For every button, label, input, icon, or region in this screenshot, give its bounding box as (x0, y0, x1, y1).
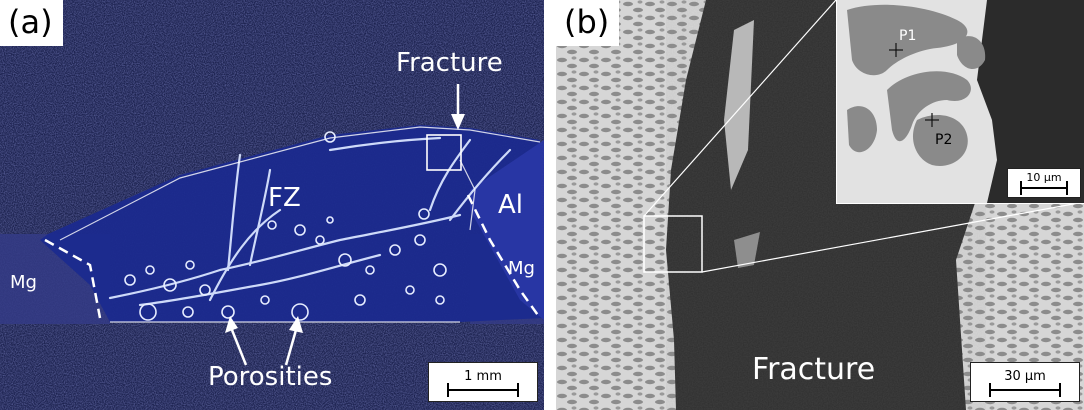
scale-bar-inset-line (1020, 181, 1068, 195)
p2-label: P2 (935, 132, 953, 148)
inset-zoom: P1 P2 10 µm (836, 0, 1084, 204)
scale-bar-a-line (447, 383, 519, 397)
fragment (724, 20, 754, 190)
fracture-label-a: Fracture (396, 48, 503, 78)
scale-bar-b-line (989, 383, 1061, 397)
fracture-region-box (426, 134, 462, 171)
mg-label-left: Mg (10, 272, 37, 293)
scale-bar-a: 1 mm (428, 362, 538, 402)
zoom-region-box (643, 215, 703, 273)
scale-bar-inset-text: 10 µm (1026, 171, 1062, 184)
panel-b-micrograph: P1 P2 10 µm (b) Fracture 30 µm (556, 0, 1084, 410)
al-label: Al (498, 190, 524, 220)
panel-a-label: (a) (0, 0, 63, 46)
fracture-label-b: Fracture (752, 352, 876, 387)
scale-bar-b: 30 µm (970, 362, 1080, 402)
fusion-zone-region (40, 125, 544, 322)
panel-b-label: (b) (556, 0, 620, 46)
fz-label: FZ (268, 183, 301, 213)
panel-a-micrograph: (a) Fracture FZ Al Mg Mg Porosities 1 mm (0, 0, 544, 410)
porosities-label: Porosities (208, 362, 333, 392)
optical-micrograph-image (0, 0, 544, 410)
scale-bar-b-text: 30 µm (1004, 369, 1046, 384)
scale-bar-a-text: 1 mm (464, 369, 502, 384)
scale-bar-inset: 10 µm (1007, 168, 1081, 198)
p1-label: P1 (899, 28, 917, 44)
mg-label-right: Mg (508, 258, 535, 279)
